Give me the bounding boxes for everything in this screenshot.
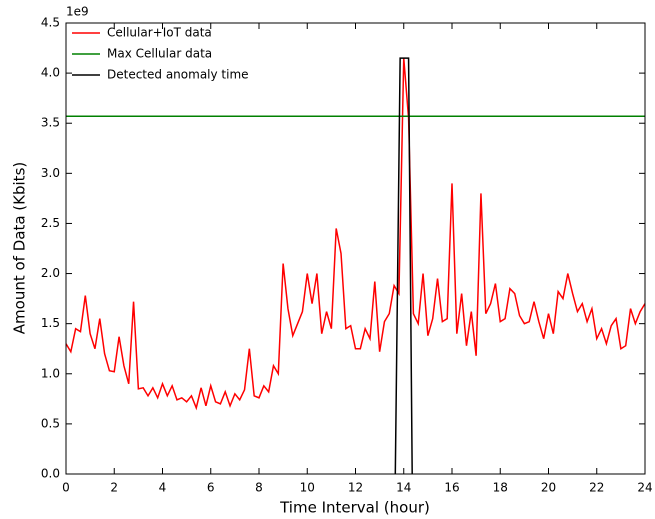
legend-label: Max Cellular data	[107, 47, 212, 61]
y-tick-label: 0.5	[41, 416, 60, 430]
x-axis-label: Time Interval (hour)	[279, 499, 430, 517]
x-tick-label: 8	[255, 481, 263, 495]
y-tick-label: 1.0	[41, 366, 60, 380]
legend-label: Detected anomaly time	[107, 68, 249, 82]
x-tick-label: 16	[444, 481, 459, 495]
x-tick-label: 6	[207, 481, 215, 495]
x-tick-label: 0	[62, 481, 70, 495]
y-axis-label: Amount of Data (Kbits)	[11, 162, 29, 334]
x-tick-label: 12	[348, 481, 363, 495]
y-tick-label: 2.0	[41, 266, 60, 280]
y-tick-label: 1.5	[41, 316, 60, 330]
x-tick-label: 22	[589, 481, 604, 495]
y-tick-label: 3.5	[41, 116, 60, 130]
x-tick-label: 18	[493, 481, 508, 495]
data-line	[394, 57, 413, 475]
y-tick-label: 4.0	[41, 66, 60, 80]
y-tick-label: 2.5	[41, 216, 60, 230]
x-tick-label: 2	[110, 481, 118, 495]
x-tick-label: 4	[159, 481, 167, 495]
x-tick-label: 10	[300, 481, 315, 495]
x-tick-label: 20	[541, 481, 556, 495]
legend-label: Cellular+IoT data	[107, 26, 212, 40]
plot-frame	[65, 22, 646, 475]
y-tick-label: 3.0	[41, 166, 60, 180]
x-tick-label: 24	[637, 481, 652, 495]
y-tick-label: 0.0	[41, 467, 60, 481]
x-tick-label: 14	[396, 481, 411, 495]
y-tick-label: 4.5	[41, 16, 60, 30]
y-offset-label: 1e9	[66, 5, 89, 19]
data-line	[65, 58, 646, 411]
